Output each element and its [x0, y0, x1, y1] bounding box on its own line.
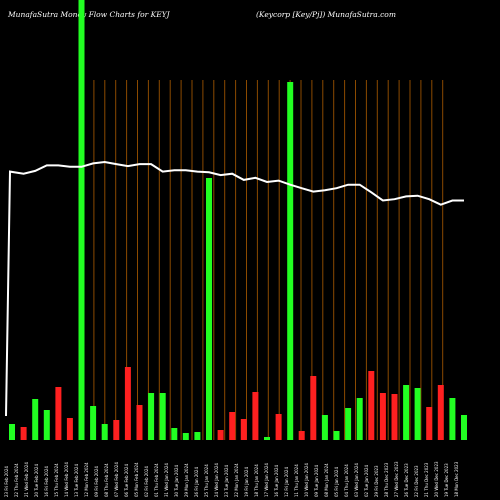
money-flow-bar [43, 410, 50, 440]
x-tick-label: 20 Tue Feb 2024 [34, 464, 39, 497]
price-line [5, 160, 464, 417]
x-tick-label: 04 Thu Jan 2024 [344, 464, 349, 497]
money-flow-bar [379, 393, 386, 440]
x-tick-label: 17 Wed Jan 2024 [264, 463, 269, 497]
x-tick-label: 31 Wed Jan 2024 [164, 463, 169, 497]
x-tick-label: 21 Thu Dec 2023 [424, 462, 429, 497]
x-tick-label: 08 Thu Feb 2024 [104, 463, 109, 497]
money-flow-bar [240, 419, 247, 440]
chart-title: MunafaSutra Money Flow Charts for KEYJ [8, 10, 170, 19]
price-line-layer [5, 160, 464, 417]
x-tick-label: 23 Fri Feb 2024 [4, 466, 9, 497]
money-flow-bar [264, 437, 270, 440]
x-tick-label: 29 Fri Dec 2023 [374, 465, 379, 497]
x-tick-label: 11 Thu Jan 2024 [294, 464, 299, 497]
x-tick-label: 16 Tue Jan 2024 [274, 464, 279, 497]
chart-subtitle: (Keycorp [Key/Pj]) MunafaSutra.com [256, 10, 396, 19]
money-flow-bar [229, 412, 236, 440]
x-tick-label: 30 Tue Jan 2024 [174, 464, 179, 497]
x-tick-label: 20 Wed Dec 2023 [434, 461, 439, 497]
x-tick-label: 13 Tue Feb 2024 [74, 464, 79, 497]
x-tick-label: 27 Wed Dec 2023 [394, 461, 399, 497]
x-tick-label: 01 Thu Feb 2024 [154, 463, 159, 497]
money-flow-bar [217, 430, 224, 440]
money-flow-bar [194, 432, 201, 440]
x-tick-label: 21 Wed Feb 2024 [24, 462, 29, 497]
x-tick-label: 03 Wed Jan 2024 [354, 463, 359, 497]
money-flow-bar [90, 406, 97, 440]
money-flow-bar [298, 431, 305, 440]
x-tick-label: 19 Fri Jan 2024 [244, 467, 249, 497]
money-flow-bar [55, 387, 62, 440]
x-tick-label: 09 Fri Feb 2024 [94, 466, 99, 497]
x-tick-label: 05 Fri Jan 2024 [334, 467, 339, 497]
money-flow-bar [287, 82, 294, 440]
money-flow-bar [148, 393, 155, 440]
x-tick-label: 06 Tue Feb 2024 [124, 464, 129, 497]
money-flow-bar [356, 398, 363, 440]
money-flow-bar [333, 431, 340, 440]
x-tick-label: 12 Fri Jan 2024 [284, 467, 289, 497]
x-tick-label: 18 Thu Jan 2024 [254, 464, 259, 497]
x-tick-label: 12 Mon Feb 2024 [84, 462, 89, 497]
x-tick-label: 07 Wed Feb 2024 [114, 462, 119, 497]
x-tick-label: 22 Mon Jan 2024 [234, 463, 239, 497]
money-flow-bar [414, 388, 421, 440]
money-flow-bar [182, 433, 189, 440]
x-tick-label: 22 Thu Feb 2024 [14, 463, 19, 497]
money-flow-bar [32, 399, 39, 440]
x-tick-label: 15 Thu Feb 2024 [54, 463, 59, 497]
money-flow-bar [461, 415, 467, 440]
money-flow-bar [159, 393, 166, 440]
money-flow-bar [136, 405, 143, 440]
money-flow-bar [275, 414, 282, 440]
money-flow-bars [9, 0, 467, 440]
money-flow-bar [391, 394, 398, 440]
money-flow-bar [206, 178, 212, 440]
money-flow-bar [78, 0, 85, 440]
x-tick-label: 22 Fri Dec 2023 [414, 465, 419, 497]
x-tick-label: 02 Tue Jan 2024 [364, 464, 369, 497]
money-flow-bar [252, 392, 259, 440]
money-flow-bar [403, 385, 410, 440]
money-flow-bar [20, 427, 27, 440]
x-tick-label: 16 Fri Feb 2024 [44, 466, 49, 497]
x-tick-label: 08 Mon Jan 2024 [324, 463, 329, 497]
money-flow-bar [66, 418, 73, 440]
x-tick-label: 25 Thu Jan 2024 [204, 464, 209, 497]
money-flow-bar [101, 424, 108, 440]
money-flow-bar [9, 424, 15, 440]
x-tick-label: 28 Thu Dec 2023 [384, 462, 389, 497]
x-tick-label: 09 Tue Jan 2024 [314, 464, 319, 497]
x-tick-labels: 23 Fri Feb 2024 22 Thu Feb 2024 21 Wed Feb… [4, 461, 459, 497]
money-flow-bar [426, 407, 433, 440]
gridlines [82, 80, 444, 440]
money-flow-bar [437, 385, 444, 440]
x-tick-label: 05 Mon Feb 2024 [134, 462, 139, 497]
money-flow-bar [310, 376, 317, 440]
x-tick-label: 26 Fri Jan 2024 [194, 467, 199, 497]
money-flow-bar [113, 420, 120, 440]
money-flow-bar [368, 371, 375, 440]
x-tick-label: 19 Tue Dec 2023 [444, 463, 449, 497]
x-tick-label: 23 Tue Jan 2024 [224, 464, 229, 497]
money-flow-bar [321, 415, 328, 440]
x-tick-label: 10 Wed Jan 2024 [304, 463, 309, 497]
money-flow-bar [171, 428, 178, 440]
x-tick-label: 02 Fri Feb 2024 [144, 466, 149, 497]
x-tick-label: 14 Wed Feb 2024 [64, 462, 69, 497]
money-flow-bar [345, 408, 352, 440]
x-tick-label: 29 Mon Jan 2024 [184, 463, 189, 497]
money-flow-bar [449, 398, 456, 440]
x-tick-label: 26 Tue Dec 2023 [404, 463, 409, 497]
x-tick-label: 24 Wed Jan 2024 [214, 463, 219, 497]
money-flow-bar [124, 367, 131, 440]
x-tick-label: 18 Mon Dec 2023 [454, 461, 459, 497]
